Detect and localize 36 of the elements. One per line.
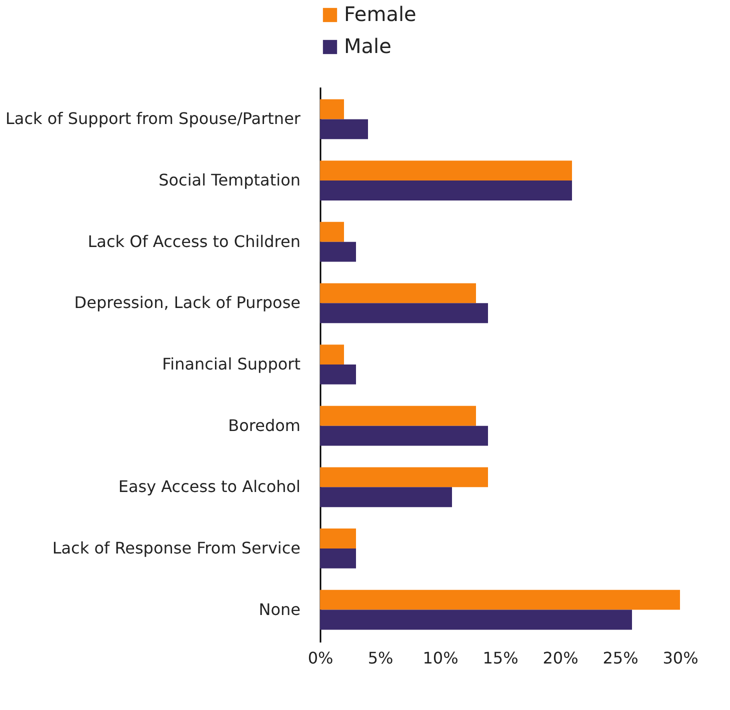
y-tick-label: Lack of Response From Service [52, 538, 300, 558]
legend-label: Male [344, 34, 392, 58]
x-tick-label: 15% [482, 648, 518, 668]
y-tick-label: Easy Access to Alcohol [118, 477, 300, 496]
bar [320, 119, 368, 140]
bar [320, 548, 356, 568]
bar [320, 160, 572, 181]
bar [320, 406, 476, 426]
bar [320, 344, 344, 364]
x-tick-label: 5% [368, 648, 394, 668]
y-tick-label: Lack Of Access to Children [88, 232, 300, 251]
bar [320, 180, 572, 200]
bar [320, 590, 680, 610]
y-tick-label: Depression, Lack of Purpose [74, 293, 300, 312]
bar [320, 283, 476, 304]
legend-label: Female [344, 2, 416, 26]
x-tick-label: 30% [662, 648, 698, 668]
y-tick-label: Financial Support [162, 354, 300, 374]
x-tick-label: 0% [308, 648, 334, 668]
bar [320, 222, 344, 242]
y-tick-label: Boredom [228, 416, 300, 435]
x-tick-label: 20% [542, 648, 578, 668]
x-tick-label: 10% [422, 648, 458, 668]
bar [320, 467, 488, 488]
y-tick-label: Lack of Support from Spouse/Partner [6, 109, 301, 128]
bar [320, 99, 344, 120]
bar [320, 426, 488, 446]
bar [320, 528, 356, 548]
bar [320, 610, 632, 630]
bar [320, 364, 356, 384]
bar [320, 487, 452, 508]
y-tick-label: None [258, 600, 300, 619]
y-tick-label: Social Temptation [158, 170, 300, 190]
bar [320, 303, 488, 324]
x-tick-label: 25% [602, 648, 638, 668]
bar [320, 242, 356, 262]
